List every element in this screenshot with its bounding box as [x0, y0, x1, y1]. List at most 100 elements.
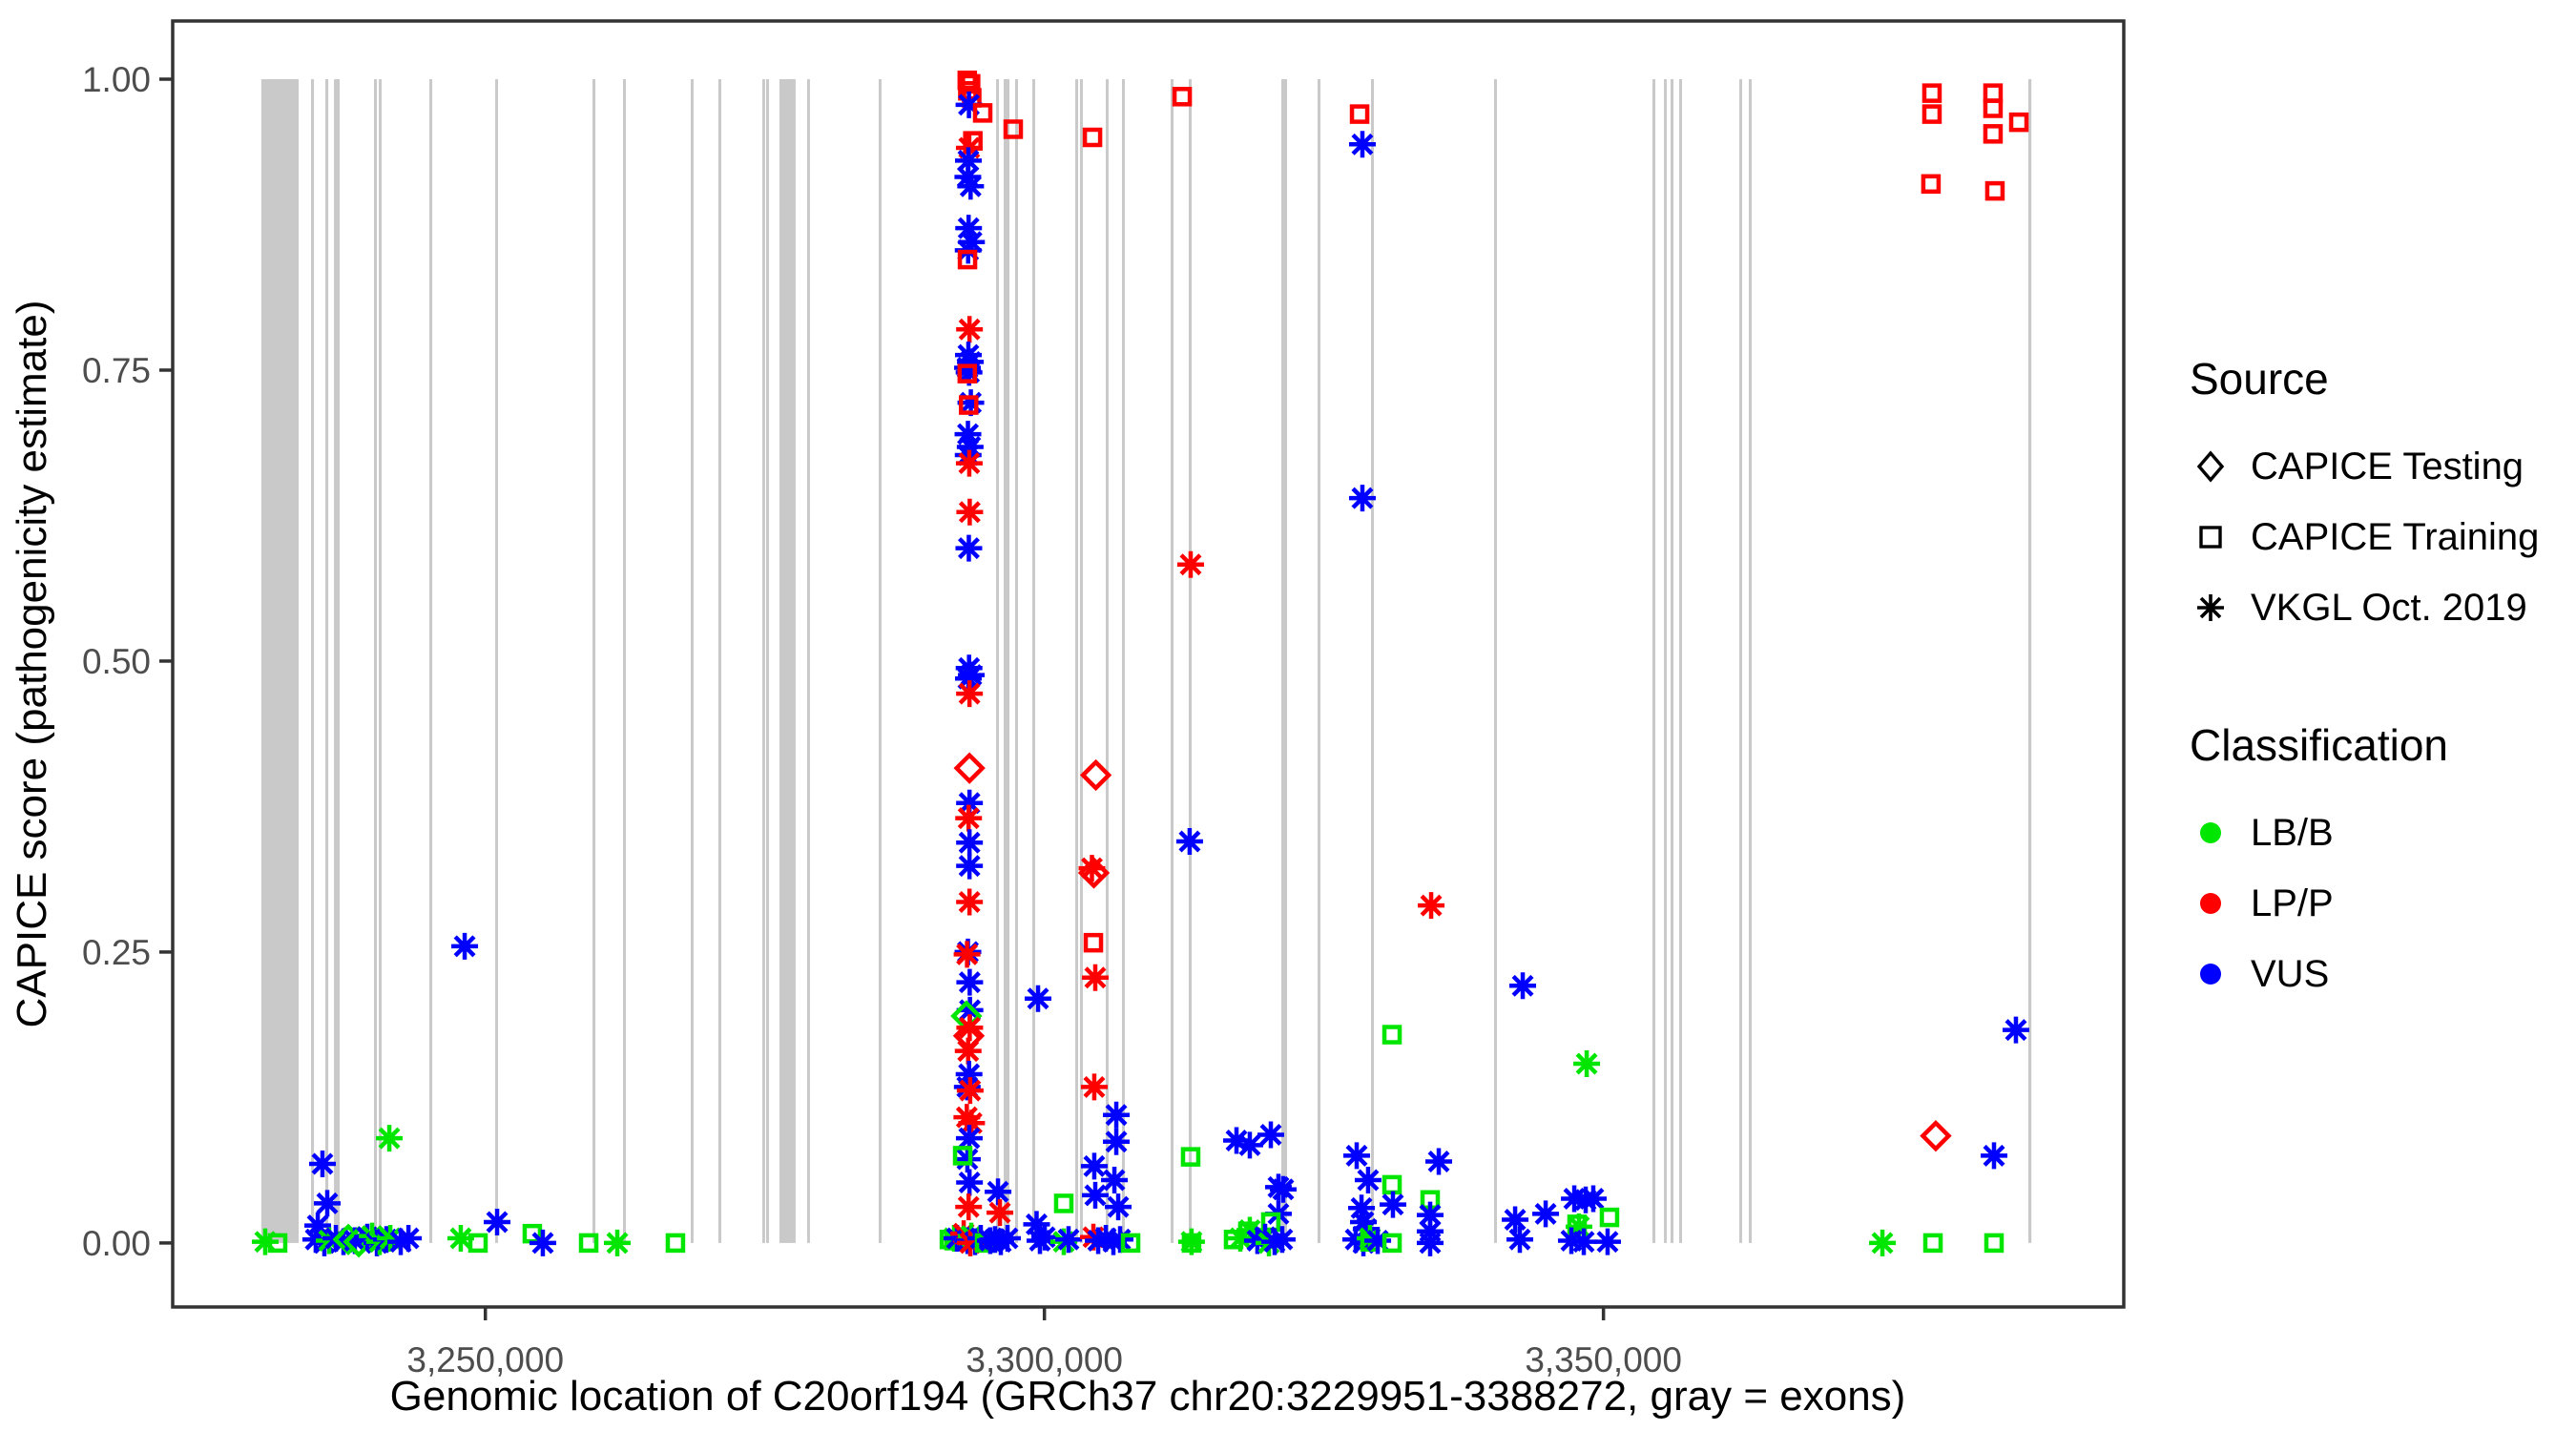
data-point	[1181, 1233, 1202, 1254]
data-point	[1025, 985, 1052, 1012]
legend-label: CAPICE Training	[2251, 515, 2540, 558]
exon-band	[592, 78, 596, 1243]
data-point	[1352, 1215, 1380, 1243]
square-icon	[2199, 526, 2222, 549]
exon-band	[325, 78, 329, 1243]
data-point	[1570, 1228, 1598, 1255]
data-point	[1227, 1225, 1255, 1253]
data-point	[1080, 1073, 1108, 1101]
exon-band	[1281, 78, 1287, 1243]
data-point	[956, 680, 984, 708]
exon-bands	[260, 78, 2032, 1243]
exon-band	[1494, 78, 1497, 1243]
data-point	[994, 1225, 1022, 1253]
y-tick-label: 0.75	[82, 351, 151, 390]
legend-label: VUS	[2251, 952, 2330, 995]
data-point	[1348, 131, 1376, 158]
exon-band	[260, 78, 300, 1243]
data-point	[956, 316, 984, 343]
exon-band	[996, 78, 999, 1243]
data-point	[377, 1225, 405, 1253]
data-point	[1341, 1226, 1369, 1254]
exon-band	[717, 78, 722, 1243]
data-point	[1354, 1167, 1381, 1194]
data-point	[1364, 1227, 1392, 1255]
data-point	[955, 359, 983, 386]
data-point	[1599, 1207, 1620, 1228]
data-point	[1175, 828, 1203, 856]
data-point	[1082, 964, 1110, 991]
data-point	[1417, 1229, 1444, 1256]
data-point	[955, 215, 983, 242]
data-point	[985, 1178, 1012, 1206]
data-point	[376, 1125, 404, 1152]
data-point	[955, 804, 983, 832]
data-point	[2002, 1016, 2029, 1044]
legend-item-vus: VUS	[2190, 939, 2571, 1009]
data-point	[1984, 1233, 2005, 1254]
exon-band	[1170, 78, 1174, 1243]
data-point	[1055, 1226, 1082, 1254]
data-point	[1356, 1225, 1383, 1253]
red-dot-icon	[2200, 893, 2221, 914]
data-point	[1085, 1227, 1112, 1255]
data-point	[1379, 1191, 1406, 1218]
legend-item-capice-testing: CAPICE Testing	[2190, 431, 2571, 502]
data-point	[467, 1233, 488, 1254]
exon-band	[691, 78, 694, 1243]
data-point	[1092, 1225, 1120, 1253]
data-point	[956, 1014, 984, 1042]
exon-band	[1075, 78, 1078, 1243]
data-point	[604, 1229, 632, 1256]
data-point	[953, 1146, 981, 1173]
data-point	[1425, 1148, 1453, 1175]
green-dot-icon	[2200, 822, 2221, 843]
data-point	[956, 852, 984, 880]
exon-band	[622, 78, 627, 1243]
data-point	[958, 228, 986, 256]
data-point	[956, 498, 984, 526]
legend-label: CAPICE Testing	[2251, 445, 2524, 487]
diamond-icon	[2196, 450, 2225, 483]
x-axis-title: Genomic location of C20orf194 (GRCh37 ch…	[390, 1373, 1906, 1420]
data-point	[1120, 1233, 1141, 1254]
exon-band	[1664, 78, 1667, 1243]
data-point	[1270, 1175, 1298, 1203]
data-point	[956, 789, 984, 817]
data-point	[1243, 1227, 1271, 1255]
exon-band	[374, 78, 378, 1243]
data-point	[958, 1110, 986, 1137]
data-point	[1983, 83, 2004, 103]
exon-band	[779, 78, 796, 1243]
data-point	[665, 1233, 686, 1254]
exon-band	[762, 78, 765, 1243]
data-point	[954, 163, 982, 191]
data-point	[956, 829, 984, 857]
y-axis-title: CAPICE score (pathogenicity estimate)	[9, 301, 55, 1028]
data-point	[955, 449, 983, 477]
legend-spacer	[2190, 643, 2571, 719]
data-point	[1099, 1228, 1127, 1255]
data-point	[1257, 1121, 1284, 1149]
data-point	[1593, 1228, 1621, 1255]
data-point	[387, 1228, 415, 1255]
data-point	[304, 1212, 332, 1239]
data-point	[1417, 1201, 1444, 1229]
data-point	[1565, 1213, 1592, 1240]
data-point	[955, 1125, 983, 1152]
data-point	[1579, 1185, 1607, 1213]
data-point	[308, 1150, 336, 1177]
exon-band	[1739, 78, 1742, 1243]
x-tick-label: 3,300,000	[966, 1340, 1123, 1379]
data-point	[955, 534, 983, 562]
data-point	[957, 173, 985, 200]
data-point	[956, 888, 984, 916]
exon-band	[1188, 78, 1193, 1243]
legend-item-capice-training: CAPICE Training	[2190, 502, 2571, 572]
exon-band	[495, 78, 498, 1243]
data-point	[958, 395, 979, 415]
data-point	[953, 941, 981, 968]
exon-band	[1079, 78, 1084, 1243]
data-point	[1502, 1206, 1529, 1234]
